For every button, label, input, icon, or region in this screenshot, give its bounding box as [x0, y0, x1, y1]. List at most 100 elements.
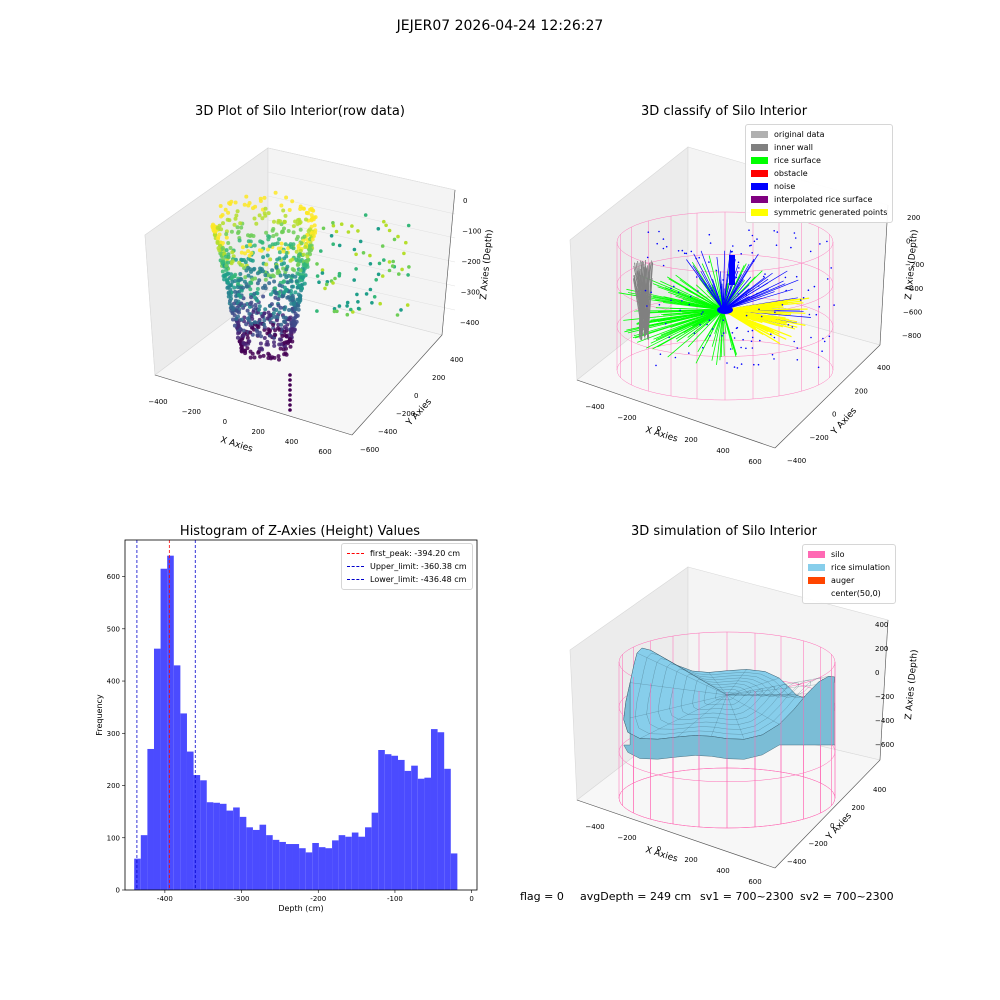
- raw-point: [395, 313, 400, 317]
- simulation-x-axis-label: X Axies: [644, 845, 679, 864]
- raw-point: [248, 349, 253, 354]
- raw-point: [258, 354, 263, 359]
- raw-point: [290, 267, 295, 272]
- raw-point: [227, 201, 232, 206]
- histogram-bar: [239, 816, 247, 890]
- raw-point: [230, 306, 235, 311]
- raw-point: [272, 343, 277, 348]
- raw-point: [364, 292, 369, 296]
- surface-mesh-line: [726, 676, 829, 696]
- x-tick-label: 200: [684, 856, 697, 864]
- noise-point: [646, 305, 648, 307]
- raw-point: [248, 355, 253, 360]
- raw-point: [268, 333, 272, 338]
- histogram-bar: [206, 802, 214, 890]
- noise-point: [702, 311, 704, 313]
- raw-point: [247, 311, 252, 316]
- histogram-bar: [200, 780, 207, 890]
- x-tick-label: -200: [310, 895, 326, 903]
- legend-swatch: [808, 577, 825, 584]
- rice-surface-ray: [711, 309, 724, 347]
- raw-point: [275, 241, 280, 246]
- raw-point: [286, 246, 291, 251]
- raw-point: [220, 269, 225, 274]
- raw-point: [281, 266, 286, 271]
- noise-point: [726, 362, 728, 364]
- rice-simulation-side: [623, 676, 835, 760]
- raw-point: [282, 352, 287, 357]
- raw-point: [282, 325, 287, 330]
- y-tick-label: −400: [787, 858, 806, 866]
- raw-point: [252, 355, 257, 360]
- raw-point: [376, 227, 381, 231]
- raw-point: [224, 263, 229, 268]
- noise-point: [726, 274, 729, 276]
- legend-label: center(50,0): [831, 589, 881, 598]
- raw-point: [229, 229, 234, 234]
- raw-point: [305, 254, 310, 259]
- surface-mesh-line: [711, 694, 728, 737]
- noise-point: [770, 333, 772, 335]
- y-tick-label: 0: [832, 411, 836, 419]
- raw-point: [232, 274, 237, 279]
- noise-cluster: [729, 255, 735, 285]
- raw-point: [246, 249, 251, 254]
- raw-point: [241, 258, 246, 262]
- raw-point: [331, 221, 335, 225]
- raw-point: [262, 322, 266, 327]
- raw-point: [274, 232, 279, 237]
- raw-point: [294, 279, 299, 284]
- raw-point: [288, 258, 293, 263]
- raw-point: [271, 234, 276, 238]
- rice-surface-ray: [667, 309, 724, 358]
- raw-point: [333, 276, 337, 281]
- avg-depth-text: avgDepth = 249 cm: [580, 890, 692, 903]
- raw-point: [274, 265, 279, 270]
- noise-point: [813, 285, 816, 288]
- raw-point: [251, 309, 256, 314]
- raw-point: [302, 234, 307, 239]
- raw-point: [276, 322, 281, 327]
- legend-swatch: [751, 144, 768, 151]
- raw-point: [280, 230, 284, 235]
- raw-point: [298, 268, 303, 273]
- raw-point: [265, 339, 270, 344]
- noise-point: [747, 330, 749, 333]
- noise-point: [756, 238, 758, 240]
- raw-point: [241, 328, 246, 333]
- panel1-title: 3D Plot of Silo Interior(row data): [195, 104, 405, 119]
- noise-point: [751, 234, 754, 237]
- raw-point: [213, 229, 218, 234]
- noise-point: [679, 309, 681, 312]
- histogram-bar: [153, 648, 161, 890]
- legend-swatch: [808, 590, 825, 597]
- y-tick-label: 0: [414, 392, 418, 400]
- raw-point: [282, 261, 286, 266]
- histogram-bar: [279, 841, 286, 890]
- noise-point: [749, 245, 751, 247]
- raw-point: [267, 244, 272, 249]
- histogram-bar: [391, 755, 399, 890]
- y-tick-label: 200: [852, 804, 865, 812]
- raw-point: [288, 317, 293, 322]
- raw-point: [278, 346, 283, 351]
- raw-point: [309, 230, 314, 235]
- raw-point: [258, 196, 263, 201]
- raw-point: [313, 230, 318, 235]
- raw-point: [297, 283, 302, 288]
- raw-point: [245, 316, 250, 321]
- noise-point: [709, 242, 712, 244]
- raw-point: [304, 217, 308, 222]
- raw-point: [224, 248, 229, 253]
- histogram-bar: [292, 844, 300, 890]
- x-tick-label: −200: [617, 414, 636, 422]
- rice-surface-ray: [708, 255, 724, 311]
- raw-point: [331, 223, 336, 228]
- raw-point: [294, 249, 299, 254]
- raw-point: [262, 195, 267, 200]
- raw-point: [236, 331, 241, 336]
- raw-point: [297, 252, 302, 257]
- raw-point: [298, 207, 303, 211]
- raw-point: [285, 264, 290, 269]
- raw-point: [290, 284, 294, 289]
